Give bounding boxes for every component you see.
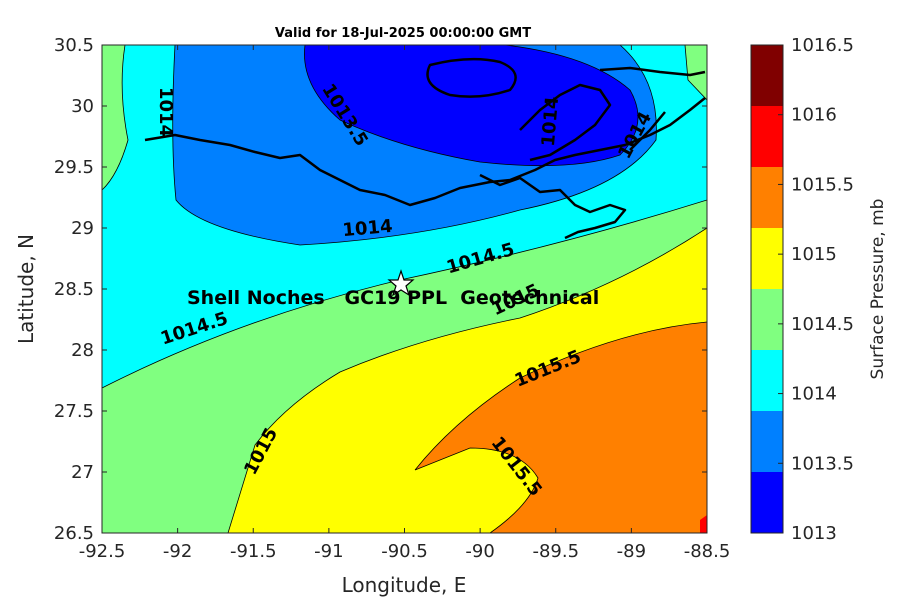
contour-label-1014-center: 1014 — [538, 96, 563, 148]
colorbar-tick-label: 1015 — [791, 244, 837, 265]
colorbar-swatch — [751, 45, 783, 106]
region-1014-5-northwest — [102, 45, 128, 190]
region-1015-5 — [415, 322, 707, 533]
colorbar-title: Surface Pressure, mb — [868, 199, 888, 380]
coastline-mississippi-sound — [599, 66, 706, 77]
x-tick-label: -90.5 — [381, 541, 428, 562]
coastline-main — [144, 97, 706, 207]
star-marker — [387, 269, 415, 297]
coastline-chandeleur — [629, 111, 666, 151]
isobar-1014 — [172, 45, 657, 246]
contour-fill-layer — [102, 45, 707, 533]
isobar-1015 — [227, 227, 707, 533]
colorbar-swatch — [751, 106, 783, 167]
region-1016 — [700, 515, 707, 533]
y-tick-label: 30.5 — [54, 35, 94, 56]
coastline-sound — [519, 83, 612, 162]
colorbar-tick-label: 1014.5 — [791, 314, 854, 335]
y-axis-label: Latitude, N — [14, 234, 38, 344]
contour-labels: 1014 1013.5 1014 1014 1014 1014.5 1014.5… — [155, 80, 656, 500]
coastline-delta — [479, 173, 627, 240]
x-axis-label: Longitude, E — [342, 573, 467, 597]
y-tick-label: 27 — [71, 462, 94, 483]
y-tick-label: 27.5 — [54, 401, 94, 422]
isobar-1013-5 — [304, 45, 639, 167]
coastline — [144, 57, 706, 240]
colorbar-swatch — [751, 411, 783, 472]
x-tick-label: -92.5 — [79, 541, 126, 562]
region-1013 — [304, 45, 638, 166]
colorbar-tick-label: 1013 — [791, 523, 837, 544]
colorbar-swatch — [751, 167, 783, 228]
y-tick-label: 28 — [71, 340, 94, 361]
x-tick-label: -91 — [314, 541, 343, 562]
x-tick-label: -88.5 — [684, 541, 731, 562]
colorbar-tick-label: 1016.5 — [791, 35, 854, 56]
colorbar-tick-label: 1016 — [791, 105, 837, 126]
isobar-1014-edges — [102, 45, 707, 191]
colorbar-tick-label: 1014 — [791, 384, 837, 405]
contour-label-1014-south: 1014 — [342, 216, 394, 241]
y-tick-label: 30 — [71, 96, 94, 117]
x-tick-label: -92 — [163, 541, 192, 562]
map-title: Valid for 18-Jul-2025 00:00:00 GMT — [275, 26, 531, 41]
region-1014-5-northeast — [685, 45, 707, 100]
colorbar-swatch — [751, 289, 783, 350]
colorbar-tick-label: 1015.5 — [791, 174, 854, 195]
y-tick-label: 28.5 — [54, 279, 94, 300]
colorbar-tick-label: 1013.5 — [791, 453, 854, 474]
x-tick-label: -89 — [617, 541, 646, 562]
colorbar-frame — [750, 44, 784, 534]
colorbar-swatch — [751, 228, 783, 289]
x-axis: -92.5 -92 -91.5 -91 -90.5 -90 -89.5 -89 -88.5 — [79, 45, 731, 562]
colorbar-swatch — [751, 472, 783, 533]
x-tick-label: -90 — [465, 541, 494, 562]
isobar-1015-5 — [414, 321, 707, 533]
colorbar: 1016.5 1016 1015.5 1015 1014.5 1014 1013.5 1013 — [750, 35, 854, 544]
site-label: Shell Noches GC19 PPL Geotechnical — [187, 287, 599, 309]
x-tick-label: -89.5 — [532, 541, 579, 562]
lake-pontchartrain — [426, 57, 517, 98]
y-tick-label: 26.5 — [54, 523, 94, 544]
y-axis: 30.5 30 29.5 29 28.5 28 27.5 27 26.5 — [54, 35, 707, 544]
colorbar-swatch — [751, 350, 783, 411]
y-tick-label: 29 — [71, 218, 94, 239]
contour-label-1014-west: 1014 — [155, 87, 176, 137]
y-tick-label: 29.5 — [54, 157, 94, 178]
x-tick-label: -91.5 — [230, 541, 277, 562]
